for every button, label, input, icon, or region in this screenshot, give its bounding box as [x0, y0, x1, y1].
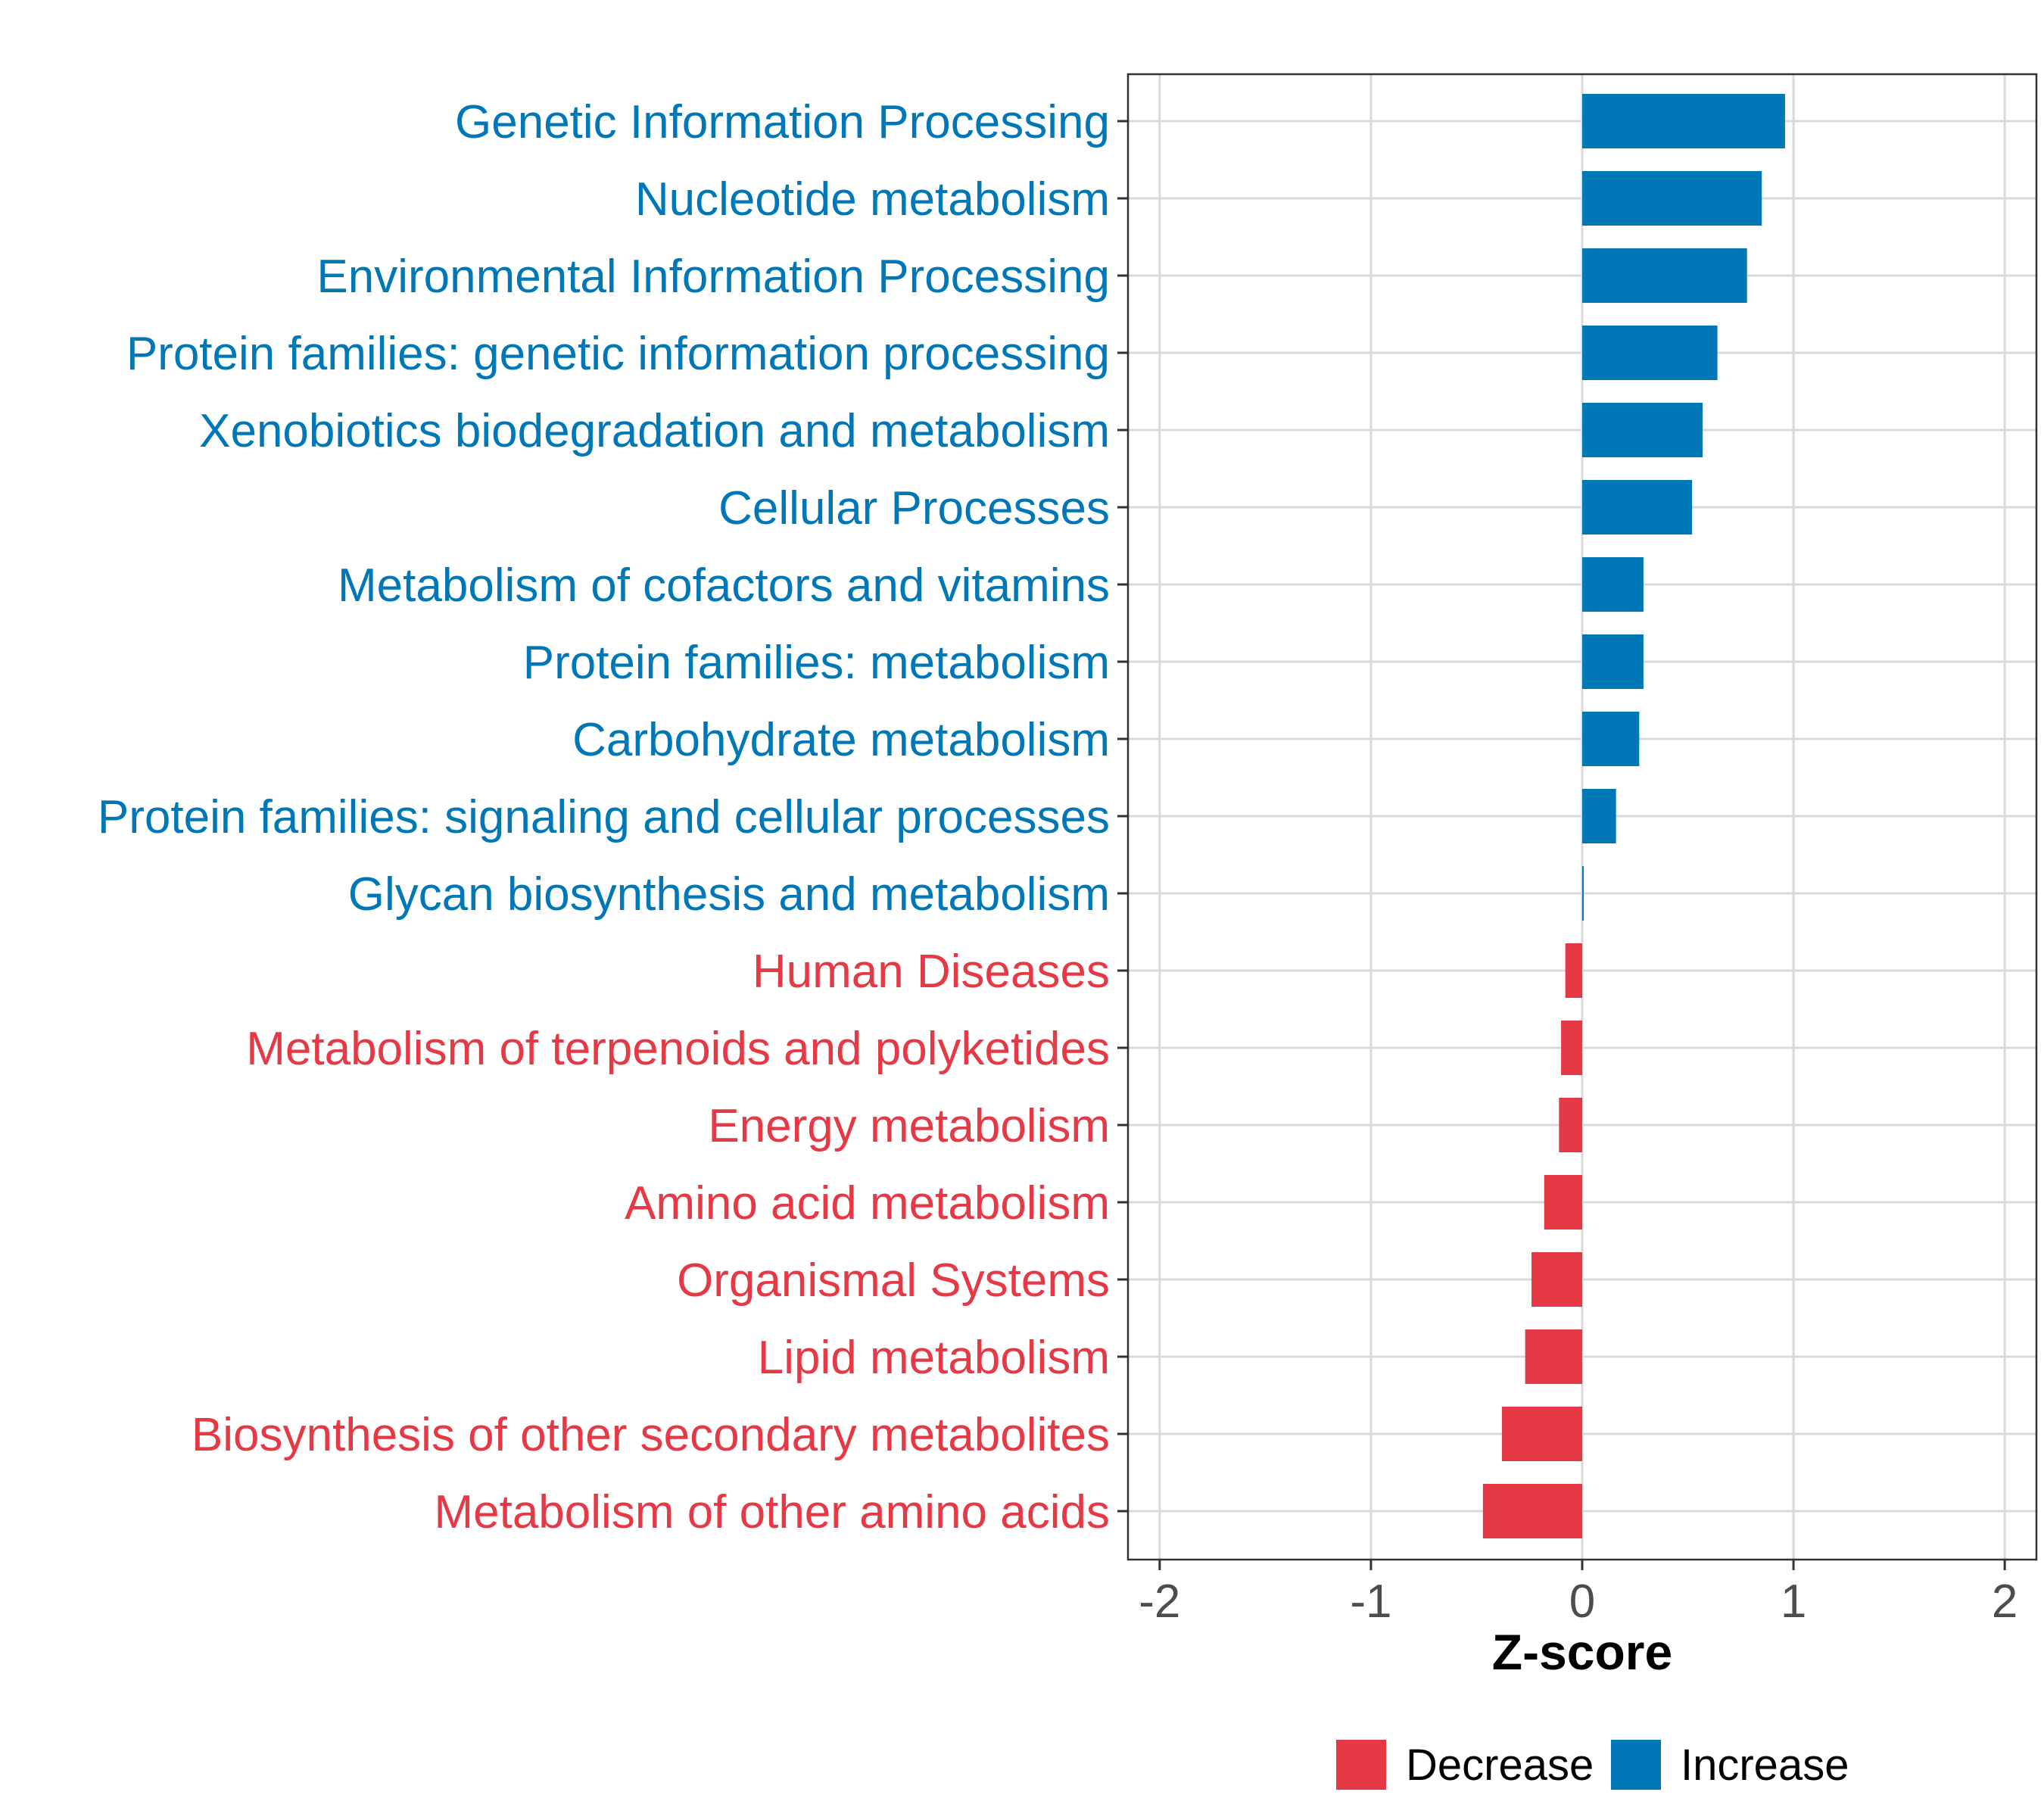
category-label-8: Carbohydrate metabolism — [572, 714, 1110, 766]
legend-swatch-decrease — [1336, 1740, 1386, 1790]
category-label-0: Genetic Information Processing — [455, 96, 1110, 148]
x-axis-ticks: -2 -1 0 1 2 — [1139, 1560, 2018, 1628]
category-label-2: Environmental Information Processing — [316, 251, 1110, 303]
legend: Decrease Increase — [1336, 1740, 1849, 1790]
category-label-11: Human Diseases — [752, 946, 1110, 998]
x-tick-label-4: 2 — [1992, 1575, 2018, 1628]
bar-17 — [1501, 1407, 1582, 1461]
x-tick-label-2: 0 — [1569, 1575, 1595, 1628]
bars — [1482, 94, 1785, 1538]
category-label-7: Protein families: metabolism — [523, 637, 1110, 689]
legend-label-decrease: Decrease — [1406, 1741, 1594, 1790]
x-tick-label-1: -1 — [1350, 1575, 1391, 1628]
category-label-1: Nucleotide metabolism — [635, 173, 1110, 226]
category-label-5: Cellular Processes — [718, 482, 1110, 535]
legend-label-increase: Increase — [1681, 1741, 1849, 1790]
x-tick-label-0: -2 — [1139, 1575, 1180, 1628]
bar-6 — [1582, 557, 1644, 612]
bar-18 — [1482, 1484, 1582, 1538]
category-label-3: Protein families: genetic information pr… — [126, 328, 1110, 380]
category-label-6: Metabolism of cofactors and vitamins — [338, 559, 1110, 612]
x-axis-title: Z-score — [1492, 1624, 1672, 1680]
bar-7 — [1582, 634, 1644, 689]
bar-12 — [1561, 1021, 1582, 1075]
category-label-4: Xenobiotics biodegradation and metabolis… — [199, 405, 1110, 457]
bar-5 — [1582, 480, 1693, 535]
category-label-14: Amino acid metabolism — [625, 1177, 1110, 1230]
category-label-12: Metabolism of terpenoids and polyketides — [246, 1023, 1110, 1075]
y-axis-ticks — [1117, 120, 1128, 1513]
bar-9 — [1582, 789, 1616, 843]
category-label-15: Organismal Systems — [677, 1254, 1110, 1307]
category-labels: Genetic Information Processing Nucleotide… — [98, 96, 1110, 1538]
category-label-16: Lipid metabolism — [758, 1332, 1110, 1384]
category-label-18: Metabolism of other amino acids — [434, 1486, 1110, 1538]
bar-10 — [1582, 866, 1584, 921]
bar-0 — [1582, 94, 1785, 148]
category-label-13: Energy metabolism — [708, 1100, 1110, 1152]
category-label-10: Glycan biosynthesis and metabolism — [348, 868, 1110, 921]
bar-1 — [1582, 171, 1762, 226]
bar-2 — [1582, 248, 1747, 303]
bar-13 — [1559, 1098, 1582, 1152]
x-tick-label-3: 1 — [1781, 1575, 1806, 1628]
bar-15 — [1531, 1252, 1582, 1307]
bar-11 — [1565, 943, 1582, 998]
category-label-17: Biosynthesis of other secondary metaboli… — [192, 1409, 1110, 1461]
bar-16 — [1525, 1329, 1582, 1384]
legend-swatch-increase — [1611, 1740, 1661, 1790]
bar-4 — [1582, 403, 1703, 457]
bar-14 — [1544, 1175, 1582, 1230]
category-label-9: Protein families: signaling and cellular… — [98, 791, 1110, 843]
bar-8 — [1582, 712, 1640, 766]
bar-3 — [1582, 326, 1718, 380]
